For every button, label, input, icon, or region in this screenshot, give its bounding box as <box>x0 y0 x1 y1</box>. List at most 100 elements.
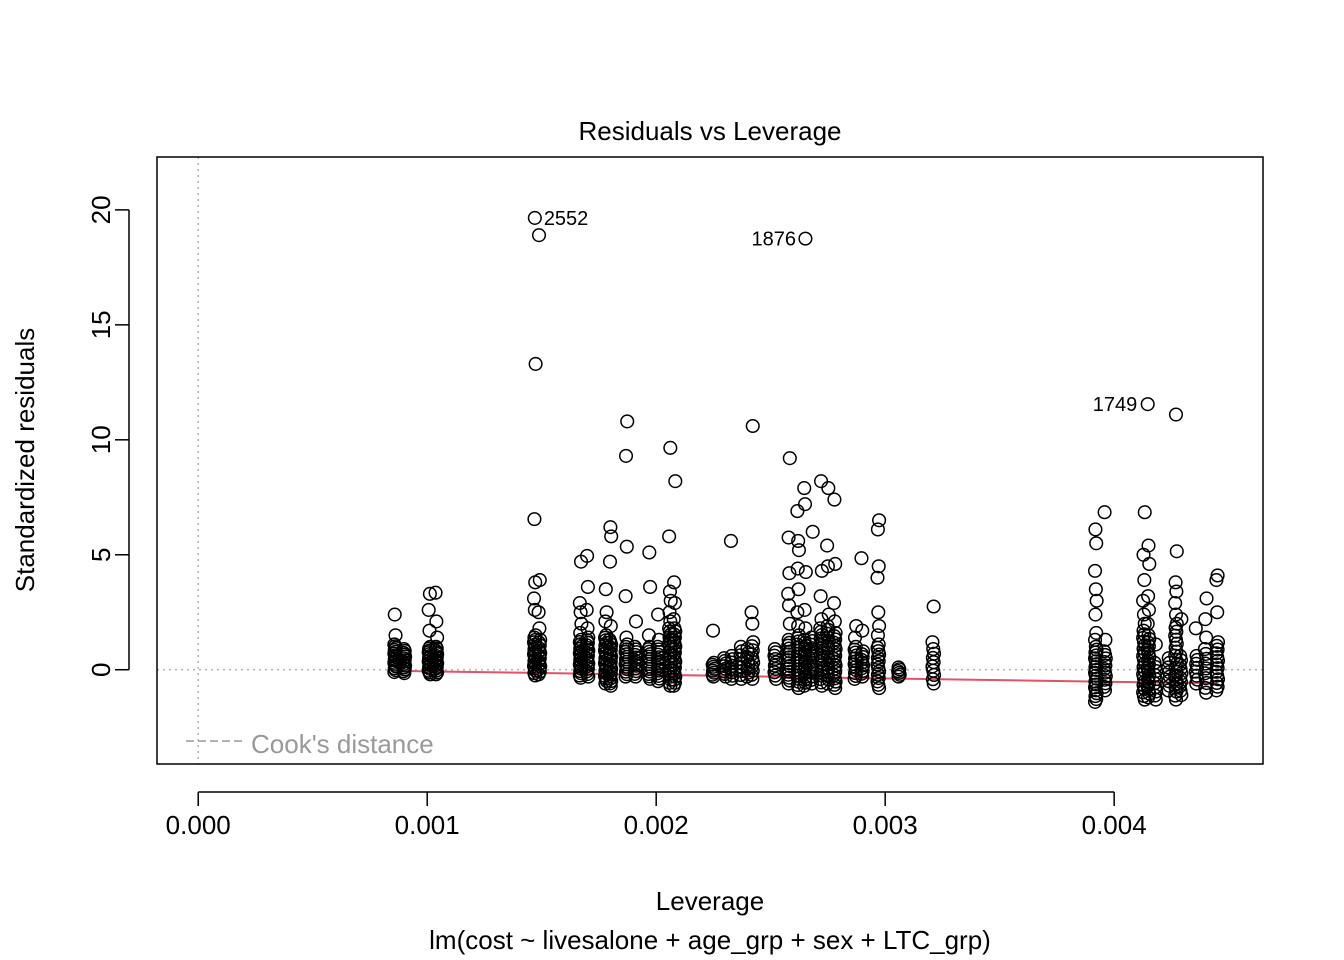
point-label: 1876 <box>752 229 797 251</box>
data-point <box>1140 616 1155 631</box>
data-point <box>925 635 940 650</box>
data-point <box>1169 544 1184 559</box>
data-point <box>791 533 806 549</box>
data-point <box>1168 575 1183 590</box>
data-point <box>891 660 906 675</box>
data-point <box>871 637 886 652</box>
data-point <box>620 637 635 652</box>
data-point <box>826 596 842 611</box>
data-point <box>1148 637 1163 652</box>
data-point <box>746 635 761 650</box>
data-point <box>1189 648 1204 663</box>
data-point <box>388 628 403 643</box>
data-point <box>627 639 642 654</box>
data-point <box>1199 591 1214 606</box>
data-point <box>745 418 760 434</box>
data-point <box>396 641 411 657</box>
data-point <box>790 504 805 519</box>
x-tick-label: 0.004 <box>1082 810 1147 840</box>
data-point <box>581 630 596 645</box>
data-point <box>598 582 613 597</box>
data-point <box>1088 582 1103 597</box>
data-points <box>387 210 1226 709</box>
data-point <box>628 614 644 629</box>
data-point <box>662 529 677 544</box>
data-point <box>668 474 683 489</box>
data-point <box>619 539 634 554</box>
data-point <box>642 545 657 560</box>
data-point <box>1097 505 1112 520</box>
data-point <box>847 630 863 645</box>
data-point <box>421 602 436 618</box>
data-point <box>745 616 760 631</box>
data-point <box>572 596 587 611</box>
data-point <box>1168 407 1184 422</box>
data-point <box>1136 607 1151 622</box>
data-point <box>430 630 445 645</box>
data-point <box>528 356 543 371</box>
data-point <box>871 605 886 620</box>
data-point <box>820 618 835 634</box>
data-point <box>813 589 828 604</box>
data-point <box>429 614 444 629</box>
x-tick-label: 0.002 <box>624 810 689 840</box>
data-point <box>1141 602 1156 618</box>
data-point <box>828 625 843 640</box>
data-point <box>1174 612 1189 627</box>
data-point <box>618 448 634 463</box>
data-point <box>781 530 796 545</box>
data-point <box>1137 505 1152 520</box>
data-point <box>820 559 835 574</box>
data-point <box>782 616 797 631</box>
point-label: 1749 <box>1093 394 1138 416</box>
data-point <box>854 551 869 566</box>
data-point <box>422 623 437 638</box>
data-point <box>602 554 618 569</box>
x-axis: 0.000 0.001 0.002 0.003 0.004 <box>166 791 1147 840</box>
data-point <box>827 492 842 507</box>
data-point <box>1088 607 1103 622</box>
x-tick-label: 0.003 <box>853 810 918 840</box>
data-point <box>663 440 678 455</box>
chart-subtitle: lm(cost ~ livesalone + age_grp + sex + L… <box>429 925 991 955</box>
x-tick-label: 0.000 <box>166 810 231 840</box>
data-point <box>797 481 812 496</box>
data-point <box>1169 584 1184 599</box>
x-axis-label: Leverage <box>656 886 764 916</box>
data-point <box>798 231 813 246</box>
data-point <box>791 543 807 558</box>
y-tick-label: 5 <box>86 548 116 562</box>
data-point <box>1168 607 1184 622</box>
data-point <box>828 556 843 572</box>
data-point <box>797 497 813 512</box>
data-point <box>1089 593 1104 608</box>
data-point <box>662 584 677 599</box>
data-point <box>870 628 885 643</box>
data-point <box>1141 589 1156 604</box>
data-point <box>870 522 885 537</box>
data-point <box>1087 632 1103 647</box>
data-point <box>580 621 595 636</box>
data-point <box>532 621 547 636</box>
data-point <box>1088 522 1103 537</box>
data-point <box>1188 621 1203 636</box>
data-point <box>387 607 402 622</box>
data-point <box>1089 625 1104 640</box>
data-point <box>602 632 617 647</box>
data-point <box>599 605 614 620</box>
data-point <box>573 605 588 620</box>
data-point <box>821 481 836 496</box>
data-point <box>526 591 542 606</box>
data-point <box>1199 630 1214 645</box>
data-point <box>1147 655 1162 670</box>
data-point <box>1173 648 1188 663</box>
data-point <box>926 641 941 657</box>
data-point <box>643 579 658 595</box>
data-point <box>705 623 721 638</box>
data-point <box>603 618 618 634</box>
data-point <box>667 621 682 636</box>
data-point <box>856 644 871 659</box>
data-point <box>531 605 546 620</box>
legend-label: Cook's distance <box>251 729 434 759</box>
